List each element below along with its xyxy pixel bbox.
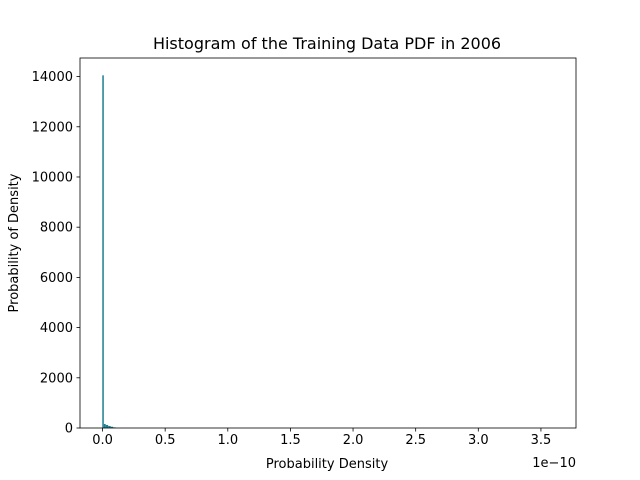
x-tick-label: 1.0 xyxy=(217,433,238,448)
y-tick-label: 2000 xyxy=(40,371,73,386)
x-tick-label: 1.5 xyxy=(280,433,301,448)
x-tick-label: 0.0 xyxy=(92,433,113,448)
y-tick-label: 4000 xyxy=(40,321,73,336)
x-tick-label: 3.5 xyxy=(531,433,552,448)
chart-title: Histogram of the Training Data PDF in 20… xyxy=(153,34,501,53)
histogram-bar xyxy=(103,423,106,428)
x-tick-label: 0.5 xyxy=(155,433,176,448)
y-axis-label: Probability of Density xyxy=(7,173,22,312)
y-tick-label: 14000 xyxy=(32,70,73,85)
x-axis-offset-text: 1e−10 xyxy=(532,456,576,471)
y-tick-label: 10000 xyxy=(32,170,73,185)
x-axis-label: Probability Density xyxy=(266,457,389,472)
plot-frame xyxy=(79,57,577,429)
histogram-bar xyxy=(108,425,111,428)
y-tick-label: 12000 xyxy=(32,120,73,135)
y-tick-label: 6000 xyxy=(40,271,73,286)
x-tick-label: 2.5 xyxy=(405,433,426,448)
x-tick-label: 3.0 xyxy=(468,433,489,448)
x-axis-ticks: 0.0 0.5 1.0 1.5 2.0 2.5 3.0 3.5 xyxy=(92,428,551,448)
histogram-bar xyxy=(105,424,109,428)
x-tick-label: 2.0 xyxy=(343,433,364,448)
y-tick-label: 8000 xyxy=(40,221,73,236)
y-tick-label: 0 xyxy=(65,422,73,437)
histogram-bar xyxy=(110,426,114,428)
y-axis-ticks: 0 2000 4000 6000 8000 10000 12000 14000 xyxy=(32,70,80,437)
histogram-bar xyxy=(102,75,104,428)
